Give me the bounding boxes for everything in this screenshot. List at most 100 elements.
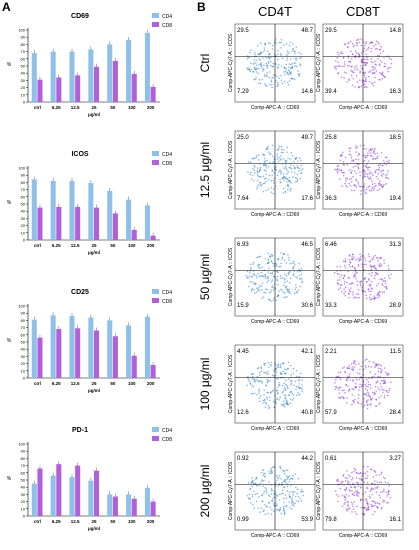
event-dot	[275, 377, 278, 380]
event-dot	[370, 505, 373, 508]
y-tick-label: 70	[21, 325, 26, 330]
event-dot	[383, 277, 386, 279]
event-dot	[266, 66, 268, 69]
event-dot	[273, 496, 276, 498]
event-dot	[270, 493, 273, 495]
event-dot	[271, 86, 273, 89]
event-dot	[343, 495, 346, 497]
event-dot	[288, 378, 290, 380]
event-dot	[261, 494, 264, 497]
event-dot	[379, 278, 381, 281]
event-dot	[363, 80, 366, 83]
event-dot	[345, 179, 347, 182]
event-dot	[248, 67, 250, 70]
event-dot	[259, 184, 262, 186]
event-dot	[381, 278, 383, 281]
x-tick-label: 6.25	[52, 105, 61, 110]
bar-cd8	[150, 501, 156, 516]
event-dot	[353, 501, 355, 503]
event-dot	[388, 159, 390, 162]
event-dot	[374, 254, 376, 257]
event-dot	[356, 39, 358, 42]
event-dot	[267, 494, 270, 496]
event-dot	[382, 173, 385, 175]
y-tick-label: 0	[23, 100, 26, 105]
event-dot	[349, 379, 351, 381]
event-dot	[263, 49, 266, 52]
event-dot	[353, 274, 356, 277]
event-dot	[292, 49, 295, 51]
event-dot	[279, 506, 282, 509]
bar-cd8	[131, 229, 137, 240]
event-dot	[372, 391, 374, 394]
bar-cd4	[144, 487, 150, 516]
event-dot	[253, 288, 255, 291]
bar-cd4	[50, 315, 56, 378]
event-dot	[286, 146, 288, 149]
quadrant-lr: 19.4	[389, 196, 401, 202]
event-dot	[340, 169, 343, 171]
quadrant-ll: 15.9	[237, 303, 249, 309]
event-dot	[365, 498, 368, 501]
event-dot	[348, 263, 351, 266]
event-dot	[270, 81, 273, 83]
event-dot	[256, 276, 258, 279]
event-dot	[336, 65, 338, 67]
event-dot	[348, 169, 351, 171]
event-dot	[335, 386, 338, 389]
event-dot	[255, 500, 258, 503]
event-dot	[298, 383, 301, 385]
x-tick-label: ctrl	[34, 105, 41, 110]
event-dot	[358, 477, 361, 480]
event-dot	[287, 157, 289, 160]
event-dot	[355, 378, 358, 381]
event-dot	[358, 378, 361, 381]
event-dot	[375, 405, 378, 407]
event-dot	[299, 64, 302, 67]
event-dot	[368, 185, 371, 187]
event-dot	[357, 495, 360, 497]
event-dot	[348, 258, 351, 261]
event-dot	[358, 394, 360, 396]
event-dot	[350, 157, 353, 159]
event-dot	[374, 170, 377, 173]
event-dot	[298, 75, 301, 78]
event-dot	[360, 58, 363, 61]
y-tick-label: 60	[21, 194, 26, 199]
event-dot	[380, 371, 383, 373]
event-dot	[377, 367, 380, 370]
event-dot	[248, 379, 250, 381]
event-dot	[264, 362, 267, 365]
event-dot	[294, 157, 296, 160]
event-dot	[278, 381, 280, 384]
event-dot	[366, 474, 369, 477]
event-dot	[348, 178, 351, 181]
event-dot	[369, 293, 372, 296]
event-dot	[270, 65, 272, 67]
legend-swatch-cd4	[152, 151, 159, 156]
event-dot	[289, 158, 291, 160]
event-dot	[288, 176, 291, 179]
event-dot	[272, 289, 275, 291]
event-dot	[262, 296, 265, 298]
event-dot	[365, 58, 367, 61]
event-dot	[289, 390, 292, 393]
event-dot	[300, 499, 303, 502]
y-tick-label: 50	[21, 478, 26, 483]
event-dot	[370, 290, 372, 293]
event-dot	[268, 58, 271, 60]
event-dot	[348, 488, 351, 491]
event-dot	[285, 168, 288, 171]
flow-x-label: Comp-APC-A :: CD69	[339, 319, 388, 325]
event-dot	[285, 54, 288, 57]
event-dot	[355, 172, 358, 175]
y-tick-label: 20	[21, 499, 26, 504]
event-dot	[272, 275, 275, 278]
event-dot	[269, 291, 272, 293]
event-dot	[369, 497, 372, 499]
event-dot	[365, 148, 367, 150]
event-dot	[270, 289, 272, 291]
flow-x-label: Comp-APC-A :: CD69	[251, 105, 300, 111]
event-dot	[276, 148, 279, 151]
event-dot	[276, 495, 278, 497]
